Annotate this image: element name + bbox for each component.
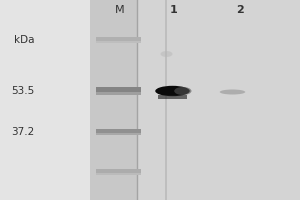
- FancyBboxPatch shape: [96, 169, 141, 175]
- Ellipse shape: [174, 87, 191, 95]
- Text: kDa: kDa: [14, 35, 34, 45]
- Ellipse shape: [160, 51, 172, 57]
- FancyBboxPatch shape: [90, 0, 136, 200]
- Text: 1: 1: [170, 5, 178, 15]
- FancyBboxPatch shape: [165, 0, 167, 200]
- Text: 53.5: 53.5: [11, 86, 35, 96]
- FancyBboxPatch shape: [158, 95, 187, 99]
- FancyBboxPatch shape: [96, 129, 141, 135]
- FancyBboxPatch shape: [96, 87, 141, 95]
- Text: M: M: [115, 5, 125, 15]
- FancyBboxPatch shape: [96, 41, 141, 43]
- FancyBboxPatch shape: [136, 0, 300, 200]
- FancyBboxPatch shape: [96, 37, 141, 43]
- FancyBboxPatch shape: [96, 173, 141, 175]
- FancyBboxPatch shape: [96, 92, 141, 95]
- Text: 2: 2: [236, 5, 244, 15]
- Text: 37.2: 37.2: [11, 127, 35, 137]
- Ellipse shape: [220, 90, 245, 95]
- FancyBboxPatch shape: [96, 133, 141, 135]
- Ellipse shape: [155, 86, 190, 96]
